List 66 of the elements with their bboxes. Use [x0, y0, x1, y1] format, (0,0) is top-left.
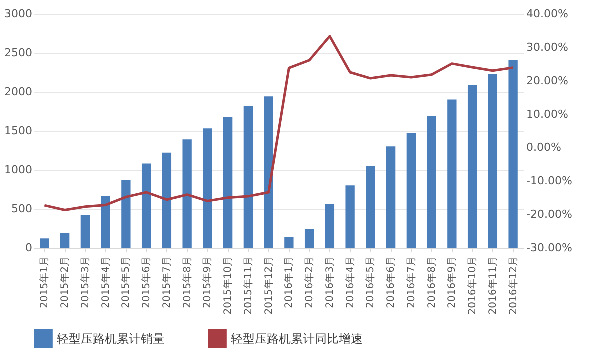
x-tick-label: 2016年2月: [304, 256, 316, 308]
y-tick-label: 3000: [4, 8, 32, 20]
x-tick-label: 2016年5月: [364, 256, 377, 308]
bar: [264, 96, 274, 248]
y-tick-label: 2000: [4, 86, 32, 98]
x-tick-label: 2015年11月: [242, 256, 254, 315]
x-tick-label: 2016年11月: [486, 256, 499, 315]
x-tick-label: 2015年3月: [79, 256, 92, 308]
bar: [80, 215, 90, 248]
x-tick-label: 2015年4月: [100, 256, 112, 308]
x-tick-label: 2015年2月: [59, 256, 72, 308]
y2-tick-label: 0.00%: [526, 141, 562, 154]
y2-tick-label: -20.00%: [526, 208, 572, 222]
y2-tick-label: -30.00%: [526, 242, 572, 254]
bar: [203, 128, 212, 248]
legend-label: 轻型压路机累计销量: [57, 332, 165, 346]
bar: [142, 164, 152, 248]
bar: [244, 106, 254, 248]
bar: [366, 166, 376, 248]
x-tick-label: 2016年1月: [283, 256, 296, 308]
x-tick-label: 2015年8月: [181, 256, 194, 308]
bar: [284, 237, 294, 248]
bar: [325, 204, 335, 248]
bar: [101, 196, 110, 248]
bar: [346, 186, 355, 248]
x-tick-label: 2015年5月: [120, 256, 132, 308]
y-tick-label: 500: [12, 202, 32, 216]
legend-label: 轻型压路机累计同比增速: [231, 332, 363, 346]
line-series: [43, 35, 515, 212]
x-tick-label: 2016年3月: [324, 256, 336, 308]
y2-tick-label: 40.00%: [526, 8, 568, 20]
y2-tick-label: -10.00%: [526, 174, 572, 188]
bar: [182, 140, 192, 248]
bar: [304, 229, 314, 248]
x-tick-label: 2015年7月: [160, 256, 173, 308]
bar: [468, 84, 478, 248]
y-tick-label: 0: [26, 242, 32, 254]
y-tick-label: 1500: [4, 124, 32, 138]
bar: [122, 180, 131, 248]
bar: [427, 116, 436, 248]
y2-tick-label: 10.00%: [526, 108, 568, 121]
bar: [386, 146, 396, 248]
bar: [448, 100, 457, 248]
x-tick-label: 2015年1月: [38, 256, 51, 308]
x-tick-label: 2015年9月: [202, 256, 214, 308]
y2-tick-label: 20.00%: [526, 74, 568, 88]
y-tick-label: 1000: [4, 164, 32, 176]
x-tick-label: 2015年6月: [140, 256, 153, 308]
bar: [488, 74, 498, 248]
y2-tick-label: 30.00%: [526, 40, 568, 54]
x-tick-label: 2016年12月: [507, 256, 520, 315]
bar: [406, 133, 416, 248]
bar: [60, 233, 70, 248]
y-tick-label: 2500: [4, 46, 32, 60]
bar: [40, 238, 50, 248]
x-tick-label: 2016年8月: [426, 256, 438, 308]
x-tick-label: 2016年4月: [344, 256, 356, 308]
x-tick-label: 2016年6月: [385, 256, 398, 308]
x-tick-label: 2015年12月: [262, 256, 275, 315]
bar: [223, 116, 233, 248]
x-tick-label: 2016年10月: [466, 256, 479, 315]
bar: [508, 60, 518, 248]
x-tick-label: 2016年9月: [446, 256, 458, 308]
bar: [162, 152, 172, 248]
x-tick-label: 2015年10月: [222, 256, 234, 315]
x-tick-label: 2016年7月: [405, 256, 418, 308]
